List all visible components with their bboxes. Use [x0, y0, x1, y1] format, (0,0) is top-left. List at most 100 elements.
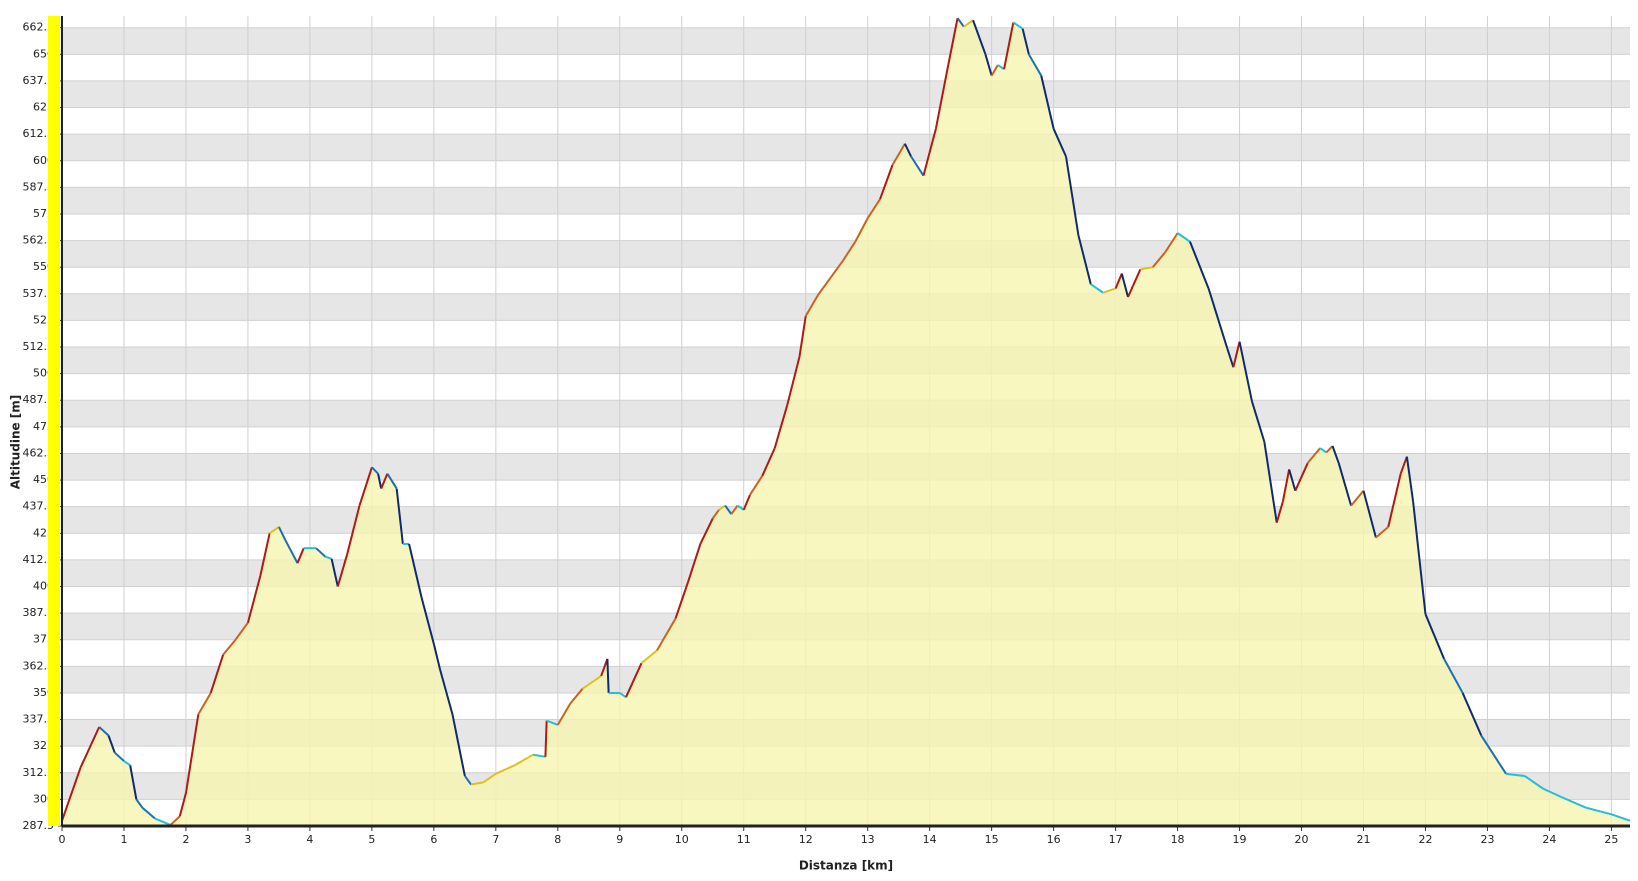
- x-tick-label: 10: [675, 833, 689, 846]
- elevation-segment: [513, 753, 534, 767]
- elevation-segment: [464, 775, 472, 786]
- elevation-segment: [879, 164, 894, 200]
- elevation-segment: [1102, 287, 1116, 294]
- elevation-segment: [386, 473, 398, 490]
- elevation-segment: [934, 64, 950, 130]
- elevation-segment: [1561, 796, 1588, 809]
- y-tick-label: 287.5: [23, 819, 55, 832]
- elevation-segment: [1306, 447, 1321, 464]
- x-tick-label: 6: [430, 833, 437, 846]
- elevation-segment: [730, 505, 739, 515]
- elevation-segment: [736, 504, 745, 511]
- elevation-segment: [278, 526, 287, 541]
- elevation-segment: [569, 688, 584, 705]
- elevation-segment: [61, 767, 82, 822]
- elevation-segment: [296, 547, 305, 564]
- elevation-segment: [742, 494, 751, 511]
- elevation-segment: [1399, 456, 1408, 475]
- grid-band: [62, 80, 1630, 108]
- elevation-segment: [798, 316, 807, 357]
- elevation-segment: [842, 241, 857, 262]
- elevation-segment: [1077, 235, 1092, 285]
- elevation-segment: [866, 198, 881, 219]
- y-tick-label: 562.5: [23, 234, 55, 247]
- elevation-segment: [141, 807, 156, 820]
- elevation-segment: [1052, 128, 1067, 157]
- elevation-segment: [325, 555, 332, 560]
- y-tick-label: 362.5: [23, 659, 55, 672]
- y-tick-label: 387.5: [23, 606, 55, 619]
- x-tick-label: 23: [1480, 833, 1494, 846]
- elevation-segment: [922, 128, 937, 176]
- elevation-segment: [1232, 341, 1241, 368]
- elevation-segment: [1275, 501, 1284, 523]
- elevation-segment: [1090, 283, 1104, 294]
- elevation-segment: [482, 773, 497, 784]
- elevation-segment: [773, 405, 789, 449]
- elevation-segment: [674, 581, 689, 619]
- elevation-segment: [1152, 251, 1166, 268]
- grid-band: [62, 27, 1630, 55]
- x-tick-label: 2: [182, 833, 189, 846]
- elevation-segment: [1238, 341, 1253, 402]
- elevation-segment: [222, 639, 237, 656]
- elevation-segment: [380, 473, 389, 489]
- elevation-segment: [1012, 21, 1024, 30]
- elevation-segment: [432, 643, 442, 670]
- y-tick-label: 437.5: [23, 500, 55, 513]
- elevation-segment: [377, 473, 383, 489]
- x-tick-label: 7: [492, 833, 499, 846]
- elevation-area: [62, 18, 1630, 826]
- elevation-segment: [1542, 787, 1563, 799]
- elevation-segment: [600, 658, 609, 677]
- elevation-segment: [371, 466, 379, 475]
- elevation-segment: [1040, 75, 1055, 130]
- elevation-segment: [1288, 469, 1297, 491]
- elevation-segment: [854, 217, 869, 243]
- y-tick-label: 637.5: [23, 74, 55, 87]
- y-tick-label: 312.5: [23, 766, 55, 779]
- elevation-segment: [1387, 473, 1402, 528]
- y-tick-label: 412.5: [23, 553, 55, 566]
- elevation-segment: [439, 669, 454, 715]
- x-tick-label: 3: [244, 833, 251, 846]
- elevation-segment: [1375, 526, 1389, 539]
- y-tick-label: 462.5: [23, 446, 55, 459]
- elevation-segment: [1114, 273, 1123, 289]
- elevation-segment: [1294, 462, 1309, 492]
- elevation-segment: [903, 143, 912, 157]
- elevation-segment: [1127, 268, 1142, 298]
- elevation-segment: [284, 539, 299, 564]
- elevation-segment: [315, 547, 327, 558]
- elevation-segment: [1337, 462, 1353, 506]
- elevation-segment: [1362, 490, 1377, 538]
- elevation-segment: [107, 735, 116, 753]
- elevation-segment: [687, 543, 702, 583]
- y-tick-label: 612.5: [23, 127, 55, 140]
- elevation-segment: [98, 726, 110, 737]
- elevation-segment: [532, 753, 546, 758]
- y-tick-label: 487.5: [23, 393, 55, 406]
- elevation-segment: [724, 505, 733, 515]
- elevation-segment: [1412, 501, 1427, 615]
- elevation-segment: [336, 554, 349, 587]
- elevation-segment: [1325, 445, 1334, 454]
- elevation-segment: [358, 466, 373, 506]
- x-tick-label: 1: [120, 833, 127, 846]
- grid-band: [62, 187, 1630, 214]
- elevation-segment: [1319, 447, 1327, 454]
- elevation-segment: [234, 622, 249, 641]
- elevation-segment: [699, 517, 714, 545]
- x-tick-label: 13: [861, 833, 875, 846]
- elevation-segment: [209, 654, 225, 694]
- elevation-segment: [246, 575, 262, 623]
- elevation-segment: [184, 714, 200, 794]
- elevation-segment: [1524, 775, 1544, 790]
- y-tick-label: 587.5: [23, 180, 55, 193]
- elevation-segment: [625, 662, 643, 698]
- elevation-segment: [114, 751, 125, 762]
- elevation-segment: [804, 294, 819, 317]
- elevation-segment: [1027, 53, 1043, 77]
- elevation-segment: [997, 64, 1005, 71]
- elevation-segment: [129, 765, 138, 800]
